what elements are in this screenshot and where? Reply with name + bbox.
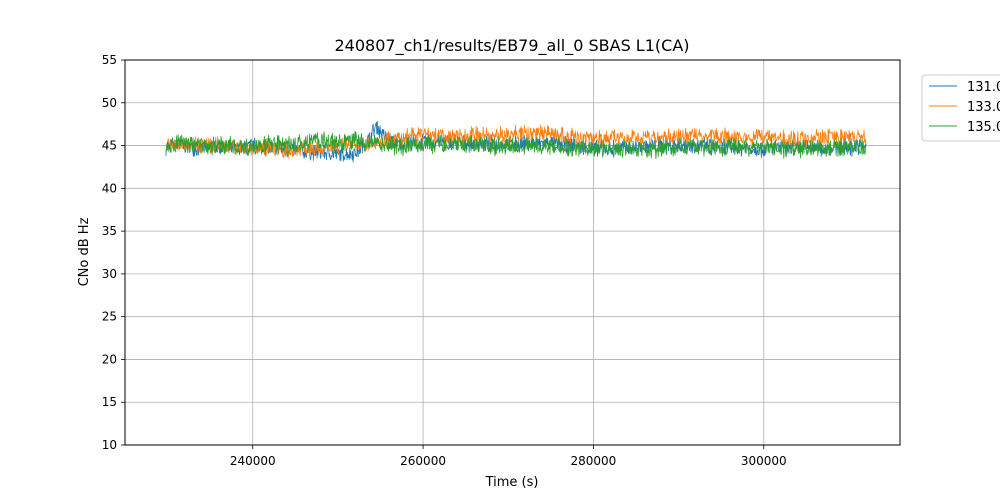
legend-box <box>921 74 1000 142</box>
y-tick-label: 10 <box>102 438 117 452</box>
y-tick-label: 45 <box>102 139 117 153</box>
x-tick-label: 300000 <box>741 454 787 468</box>
legend-label: 131.0 <box>967 80 1000 95</box>
plot-frame <box>124 59 901 446</box>
y-axis-label: CNo dB Hz <box>77 217 92 286</box>
y-tick-label: 25 <box>102 310 117 324</box>
y-tick-label: 50 <box>102 96 117 110</box>
series-line-135.0 <box>165 130 867 160</box>
x-axis: 240000 260000 280000 300000 <box>230 445 787 468</box>
grid-lines <box>125 59 900 446</box>
y-tick-label: 20 <box>102 352 117 366</box>
y-tick-label: 30 <box>102 267 117 281</box>
legend-label: 133.0 <box>967 100 1000 115</box>
x-tick-label: 260000 <box>400 454 446 468</box>
y-axis: 10 15 20 25 30 35 40 45 50 55 <box>102 53 125 452</box>
y-tick-label: 55 <box>102 53 117 67</box>
x-tick-label: 280000 <box>571 454 617 468</box>
y-tick-label: 35 <box>102 224 117 238</box>
y-tick-label: 15 <box>102 395 117 409</box>
chart-title: 240807_ch1/results/EB79_all_0 SBAS L1(CA… <box>335 36 690 56</box>
legend: 131.0 133.0 135.0 <box>921 74 1000 142</box>
legend-label: 135.0 <box>967 120 1000 135</box>
y-tick-label: 40 <box>102 181 117 195</box>
series-line-133.0 <box>165 124 867 159</box>
x-tick-label: 240000 <box>230 454 276 468</box>
plot-series <box>165 121 867 163</box>
x-axis-label: Time (s) <box>485 475 539 490</box>
